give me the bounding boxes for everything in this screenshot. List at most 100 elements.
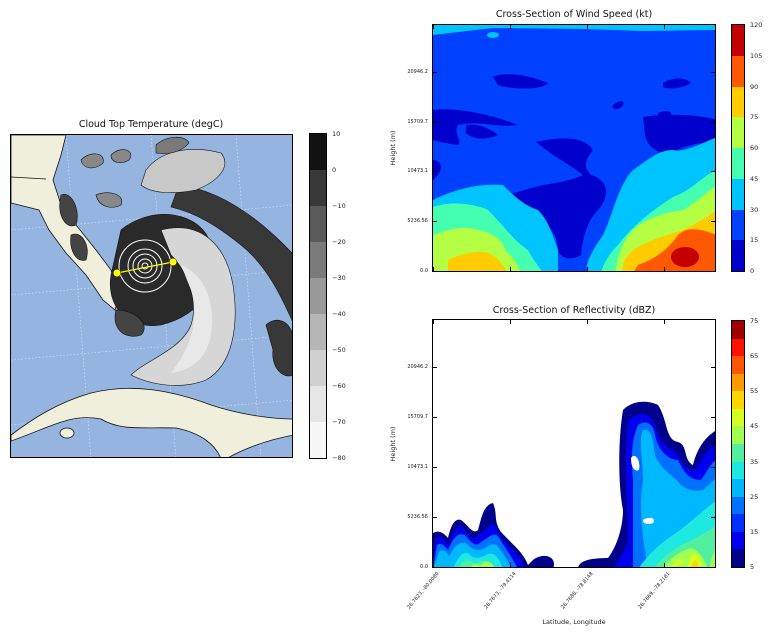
colorbar-band-75-90 — [732, 86, 744, 118]
wind-ylabel: Height (m) — [389, 130, 397, 166]
colorbar-tick-label: 15 — [750, 236, 759, 245]
colorbar-band--30--20 — [310, 242, 326, 278]
northwest-fragments — [80, 149, 131, 208]
colorbar-band-105-120 — [732, 25, 744, 56]
band-30-45-top — [433, 25, 715, 35]
y-tick-mark — [433, 367, 437, 368]
temperature-colorbar — [309, 133, 327, 459]
y-tick-label: 5236.56 — [407, 218, 428, 225]
northern-cloud-dark — [155, 136, 190, 154]
outer-rainband-dark — [170, 184, 292, 322]
colorbar-tick-label: 55 — [750, 387, 759, 396]
colorbar-band-50-55 — [732, 391, 744, 409]
x-tick-mark — [664, 267, 665, 271]
colorbar-band--10-0 — [310, 170, 326, 206]
colorbar-tick-label: 75 — [750, 317, 759, 325]
colorbar-tick-label: 65 — [750, 352, 759, 361]
colorbar-band-60-65 — [732, 356, 744, 374]
x-tick-mark — [433, 563, 434, 567]
colorbar-tick-label: −20 — [332, 238, 346, 246]
reflectivity-colorbar — [731, 320, 745, 568]
y-tick-mark — [711, 171, 715, 173]
colorbar-band-60-75 — [732, 117, 744, 148]
x-tick-label: 26.7673, -79.4114 — [483, 571, 518, 611]
colorbar-tick-label: 60 — [750, 144, 759, 152]
colorbar-tick-label: −40 — [332, 310, 346, 318]
colorbar-band-30-45 — [732, 178, 744, 210]
cold-core — [171, 265, 213, 373]
x-tick-mark — [433, 320, 434, 324]
colorbar-band-40-45 — [732, 426, 744, 444]
x-tick-mark — [587, 563, 588, 567]
colorbar-tick-label: 45 — [750, 174, 759, 183]
band-75-90 — [448, 211, 715, 271]
colorbar-tick-label: 15 — [750, 527, 759, 536]
colorbar-tick-label: −30 — [332, 274, 346, 282]
x-tick-mark — [510, 320, 511, 324]
colorbar-band-65-70 — [732, 338, 744, 357]
western-rainbands — [59, 193, 145, 337]
colorbar-band-90-105 — [732, 55, 744, 87]
x-tick-mark — [510, 563, 511, 567]
colorbar-band--20--10 — [310, 206, 326, 242]
colorbar-tick-label: 0 — [332, 166, 337, 174]
colorbar-tick-label: 25 — [750, 492, 759, 501]
y-tick-mark — [711, 121, 715, 123]
y-tick-label: 15709.7 — [407, 118, 428, 125]
reflectivity-contours — [433, 320, 715, 567]
cross-section-start-marker[interactable] — [112, 268, 122, 278]
y-tick-label: 10473.1 — [407, 464, 428, 470]
y-tick-mark — [433, 467, 437, 468]
colorbar-band-15-20 — [732, 514, 744, 532]
colorbar-band-0-10 — [310, 134, 326, 170]
y-tick-mark — [711, 271, 715, 272]
x-tick-mark — [664, 563, 665, 567]
colorbar-tick-label: 75 — [750, 113, 759, 122]
colorbar-band-20-25 — [732, 496, 744, 515]
colorbar-band-45-60 — [732, 148, 744, 179]
band-0-15 — [433, 74, 715, 259]
y-tick-label: 20946.2 — [407, 364, 428, 370]
colorbar-tick-label: 105 — [750, 51, 763, 60]
colorbar-tick-label: 35 — [750, 457, 759, 466]
colorbar-band-5-10 — [732, 549, 744, 567]
x-tick-label: 26.7669, -78.2181 — [637, 571, 672, 611]
cuba-land — [11, 387, 292, 457]
colorbar-tick-label: 5 — [750, 563, 755, 571]
y-tick-label: 0.0 — [420, 564, 428, 570]
y-tick-label: 10473.1 — [407, 168, 428, 175]
x-tick-label: 26.7688, -78.8148 — [560, 571, 595, 611]
colorbar-band--50--40 — [310, 314, 326, 350]
colorbar-band-25-30 — [732, 479, 744, 497]
y-tick-label: 5236.56 — [407, 514, 428, 520]
colorbar-tick-label: 120 — [750, 21, 763, 29]
y-tick-mark — [433, 171, 437, 173]
colorbar-tick-label: 0 — [750, 267, 755, 275]
colorbar-band--40--30 — [310, 278, 326, 314]
colorbar-band--80--70 — [310, 422, 326, 458]
colorbar-tick-label: −60 — [332, 382, 346, 390]
state-border — [11, 176, 47, 180]
colorbar-band--60--50 — [310, 350, 326, 386]
colorbar-tick-label: 30 — [750, 205, 759, 214]
x-tick-mark — [433, 25, 434, 29]
reflectivity-xlabel: Latitude, Longitude — [542, 618, 606, 626]
wind-contours — [433, 25, 715, 271]
band-105-120 — [671, 247, 699, 267]
cross-section-end-marker[interactable] — [168, 257, 178, 267]
x-tick-mark — [587, 25, 588, 29]
y-tick-mark — [433, 71, 437, 73]
colorbar-band-15-30 — [732, 209, 744, 241]
x-tick-mark — [433, 267, 434, 271]
colorbar-band-0-15 — [732, 240, 744, 271]
eye-rings — [118, 239, 172, 293]
colorbar-band-55-60 — [732, 373, 744, 392]
map-canvas — [11, 135, 292, 457]
island — [59, 427, 75, 439]
y-tick-mark — [711, 417, 715, 418]
y-tick-mark — [711, 221, 715, 223]
y-tick-mark — [433, 417, 437, 418]
colorbar-tick-label: 90 — [750, 82, 759, 91]
colorbar-tick-label: 10 — [332, 130, 341, 138]
